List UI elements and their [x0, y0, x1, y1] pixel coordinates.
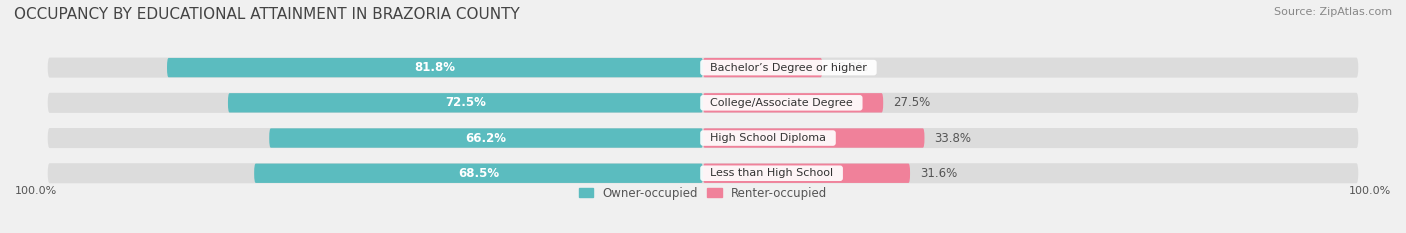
Text: 33.8%: 33.8% [935, 132, 972, 144]
Text: 72.5%: 72.5% [446, 96, 486, 109]
Text: 66.2%: 66.2% [465, 132, 506, 144]
Text: Bachelor’s Degree or higher: Bachelor’s Degree or higher [703, 63, 875, 73]
FancyBboxPatch shape [228, 93, 703, 113]
FancyBboxPatch shape [703, 93, 883, 113]
Text: 100.0%: 100.0% [1348, 186, 1391, 196]
Text: Less than High School: Less than High School [703, 168, 841, 178]
FancyBboxPatch shape [167, 58, 703, 77]
Text: High School Diploma: High School Diploma [703, 133, 832, 143]
FancyBboxPatch shape [48, 128, 1358, 148]
Text: 81.8%: 81.8% [415, 61, 456, 74]
Text: 100.0%: 100.0% [15, 186, 58, 196]
Text: Source: ZipAtlas.com: Source: ZipAtlas.com [1274, 7, 1392, 17]
Legend: Owner-occupied, Renter-occupied: Owner-occupied, Renter-occupied [574, 182, 832, 204]
Text: College/Associate Degree: College/Associate Degree [703, 98, 859, 108]
Text: 18.2%: 18.2% [832, 61, 869, 74]
FancyBboxPatch shape [703, 128, 925, 148]
FancyBboxPatch shape [703, 58, 823, 77]
FancyBboxPatch shape [48, 93, 1358, 113]
Text: 68.5%: 68.5% [458, 167, 499, 180]
FancyBboxPatch shape [48, 58, 1358, 78]
Text: 27.5%: 27.5% [893, 96, 931, 109]
FancyBboxPatch shape [254, 164, 703, 183]
Text: OCCUPANCY BY EDUCATIONAL ATTAINMENT IN BRAZORIA COUNTY: OCCUPANCY BY EDUCATIONAL ATTAINMENT IN B… [14, 7, 520, 22]
FancyBboxPatch shape [269, 128, 703, 148]
FancyBboxPatch shape [703, 164, 910, 183]
FancyBboxPatch shape [48, 163, 1358, 183]
Text: 31.6%: 31.6% [920, 167, 957, 180]
